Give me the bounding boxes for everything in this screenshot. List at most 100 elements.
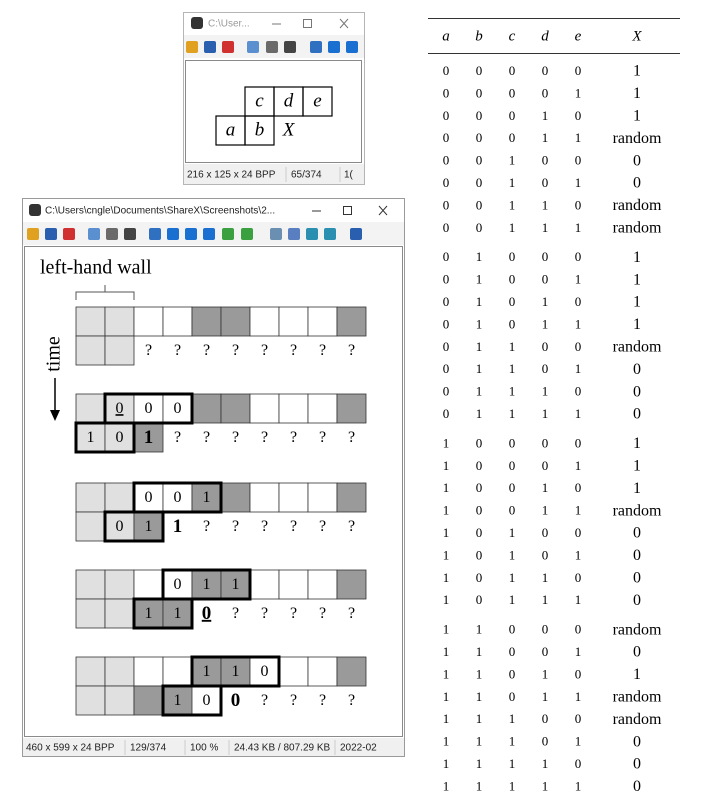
table-cell: 0 xyxy=(575,384,582,399)
table-cell: 1 xyxy=(476,666,483,681)
toolbar-button[interactable] xyxy=(203,228,215,240)
toolbar-button[interactable] xyxy=(310,41,322,53)
toolbar-button[interactable] xyxy=(266,41,278,53)
cell xyxy=(75,482,106,513)
table-cell: 1 xyxy=(509,153,516,168)
table-cell: 0 xyxy=(575,622,582,637)
toolbar-button[interactable] xyxy=(167,228,179,240)
cell-value: ? xyxy=(348,518,355,535)
toolbar-button[interactable] xyxy=(204,41,216,53)
toolbar-button[interactable] xyxy=(63,228,75,240)
toolbar-button[interactable] xyxy=(284,41,296,53)
table-cell: 0 xyxy=(476,458,483,473)
table-cell: 1 xyxy=(509,361,516,376)
highlight-box xyxy=(190,655,281,688)
table-cell: 0 xyxy=(542,644,549,659)
table-cell: 0 xyxy=(443,63,450,78)
toolbar-button[interactable] xyxy=(306,228,318,240)
window-title: C:\User... xyxy=(208,19,250,30)
cell-value: 1 xyxy=(87,429,95,446)
status-text: 129/374 xyxy=(130,743,167,754)
cell-value: 0 xyxy=(174,576,182,593)
table-cell: 1 xyxy=(575,547,582,562)
toolbar-button[interactable] xyxy=(270,228,282,240)
table-cell: 0 xyxy=(542,525,549,540)
cell-value: 0 xyxy=(116,400,124,417)
cell-value: 0 xyxy=(174,400,182,417)
table-cell: 1 xyxy=(633,271,641,288)
cell-value: ? xyxy=(174,429,181,446)
status-items: 460 x 599 x 24 BPP 129/374 100 % 24.43 KB /… xyxy=(26,740,377,755)
toolbar-button[interactable] xyxy=(247,41,259,53)
highlight-box xyxy=(103,392,194,425)
table-cell: 1 xyxy=(476,294,483,309)
table-cell: 0 xyxy=(542,63,549,78)
cell-value: ? xyxy=(145,342,152,359)
maximize-button[interactable] xyxy=(303,19,312,28)
table-cell: random xyxy=(613,130,662,147)
table-cell: 0 xyxy=(542,85,549,100)
toolbar-button[interactable] xyxy=(185,228,197,240)
table-cell: 1 xyxy=(633,107,641,124)
table-cell: random xyxy=(613,688,662,705)
cell xyxy=(307,306,338,337)
toolbar-button[interactable] xyxy=(186,41,198,53)
cell-value: 0 xyxy=(145,400,153,417)
toolbar-button[interactable] xyxy=(241,228,253,240)
large-window: C:\Users\cngle\Documents\ShareX\Screensh… xyxy=(22,198,405,757)
column-header: d xyxy=(541,28,549,44)
table-cell: 1 xyxy=(476,272,483,287)
table-cell: 1 xyxy=(509,525,516,540)
table-cell: 0 xyxy=(575,197,582,212)
close-button[interactable] xyxy=(339,18,349,29)
table-cell: 0 xyxy=(476,480,483,495)
toolbar-button[interactable] xyxy=(88,228,100,240)
table-cell: 1 xyxy=(542,666,549,681)
toolbar-button[interactable] xyxy=(27,228,39,240)
table-cell: 1 xyxy=(633,480,641,497)
table-cell: 0 xyxy=(509,108,516,123)
table-cell: 0 xyxy=(509,130,516,145)
toolbar-button[interactable] xyxy=(124,228,136,240)
toolbar-button[interactable] xyxy=(149,228,161,240)
cell xyxy=(249,393,280,424)
maximize-button[interactable] xyxy=(343,206,352,215)
table-cell: 1 xyxy=(443,570,450,585)
cell-value: 0 xyxy=(231,690,241,711)
column-header: b xyxy=(475,28,483,44)
table-cell: 0 xyxy=(575,339,582,354)
toolbar-button[interactable] xyxy=(288,228,300,240)
table-cell: 1 xyxy=(575,272,582,287)
table-cell: 1 xyxy=(476,711,483,726)
toolbar-button[interactable] xyxy=(350,228,362,240)
toolbar-button[interactable] xyxy=(45,228,57,240)
table-cell: 1 xyxy=(443,435,450,450)
cell-value: 0 xyxy=(116,518,124,535)
cell xyxy=(220,656,251,687)
cell-value: ? xyxy=(348,429,355,446)
table-cell: 0 xyxy=(542,249,549,264)
cell xyxy=(75,335,106,366)
table-cell: 0 xyxy=(575,108,582,123)
cell xyxy=(75,598,106,629)
table-cell: 1 xyxy=(443,778,450,793)
wall-bracket xyxy=(75,285,135,300)
toolbar-button[interactable] xyxy=(106,228,118,240)
cell xyxy=(278,656,309,687)
toolbar-button[interactable] xyxy=(222,228,234,240)
cell-value: 0 xyxy=(261,663,269,680)
table-cell: 1 xyxy=(443,503,450,518)
toolbar-button[interactable] xyxy=(328,41,340,53)
table-cell: 1 xyxy=(575,85,582,100)
close-button[interactable] xyxy=(378,205,388,216)
toolbar-button[interactable] xyxy=(222,41,234,53)
table-cell: 0 xyxy=(509,480,516,495)
table-cell: 1 xyxy=(542,503,549,518)
cell-value: 1 xyxy=(203,663,211,680)
table-cell: 1 xyxy=(509,778,516,793)
toolbar-button[interactable] xyxy=(324,228,336,240)
cell-label: a xyxy=(226,119,236,140)
toolbar-button[interactable] xyxy=(346,41,358,53)
table-cell: 0 xyxy=(575,570,582,585)
